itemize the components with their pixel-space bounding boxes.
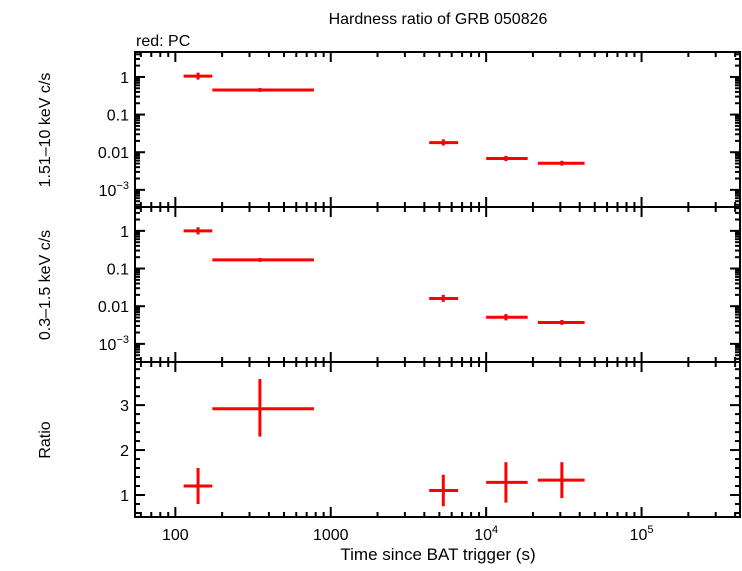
- panel-0-ylabel: 1.51–10 keV c/s: [37, 73, 54, 188]
- panel-0-data-point-2: [429, 139, 459, 146]
- panel-2-ytick-label-0: 1: [120, 488, 129, 505]
- chart-title: Hardness ratio of GRB 050826: [329, 11, 548, 28]
- panel-0-data-point-4: [537, 160, 585, 166]
- panel-1-data-point-4: [537, 320, 585, 325]
- x-tick-label-3: 105: [630, 524, 654, 544]
- x-tick-label-2: 104: [474, 524, 498, 544]
- panel-1-ytick-label-3: 10−3: [99, 334, 129, 354]
- panel-2-data-point-3: [486, 462, 528, 503]
- panel-2-ytick-label-1: 2: [120, 443, 129, 460]
- panel-2-data-point-0: [183, 468, 213, 504]
- panel-2-ylabel: Ratio: [37, 421, 54, 458]
- panel-2-data-point-2: [429, 474, 459, 507]
- panel-1-data-point-1: [212, 258, 314, 262]
- panel-2-frame: [134, 361, 741, 518]
- panel-2-ytick-label-2: 3: [120, 398, 129, 415]
- panel-0-frame: [134, 51, 741, 208]
- x-tick-label-1: 1000: [313, 527, 349, 544]
- panel-0-data-point-1: [212, 87, 314, 92]
- chart-subtitle: red: PC: [136, 33, 190, 50]
- panel-0-ytick-label-1: 0.1: [107, 108, 129, 125]
- panel-0-data-point-0: [183, 72, 213, 80]
- panel-2-data-point-1: [212, 379, 314, 437]
- panel-0-data-point-3: [486, 155, 528, 162]
- panel-1-ylabel: 0.3–1.5 keV c/s: [37, 230, 54, 340]
- x-axis-label: Time since BAT trigger (s): [340, 545, 535, 564]
- panel-2-data-point-4: [537, 462, 585, 499]
- panel-1-data-point-0: [183, 227, 213, 235]
- panel-0-ytick-label-0: 1: [120, 70, 129, 87]
- panel-1-frame: [134, 206, 741, 363]
- panel-0-ytick-label-3: 10−3: [99, 180, 129, 200]
- panel-1-ytick-label-0: 1: [120, 224, 129, 241]
- panel-0-ytick-label-2: 0.01: [98, 145, 129, 162]
- panel-1-ytick-label-2: 0.01: [98, 299, 129, 316]
- panel-1-ytick-label-1: 0.1: [107, 262, 129, 279]
- panel-1-data-point-2: [429, 294, 459, 302]
- panel-1-data-point-3: [486, 314, 528, 321]
- x-tick-label-0: 100: [162, 527, 189, 544]
